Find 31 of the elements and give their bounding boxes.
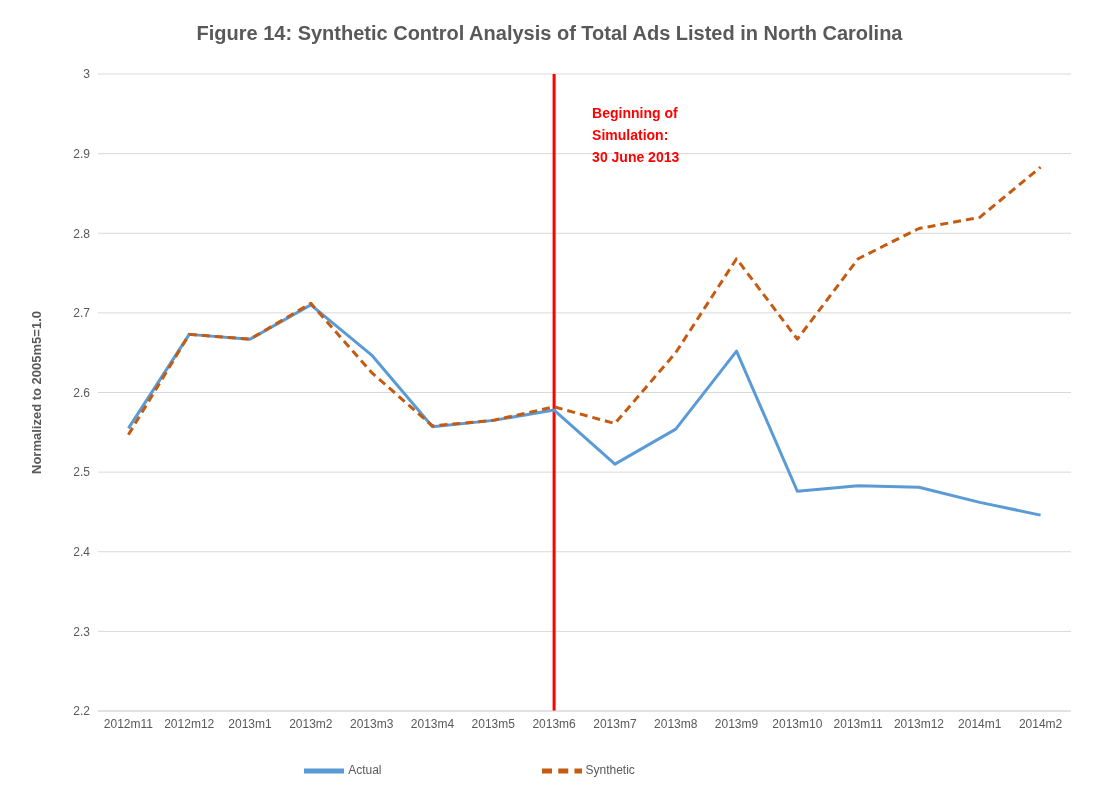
- x-tick-label: 2013m2: [289, 716, 333, 731]
- x-tick-label: 2012m12: [164, 716, 215, 731]
- y-tick-label: 2.7: [73, 306, 91, 321]
- x-tick-label: 2013m10: [772, 716, 823, 731]
- y-tick-label: 2.9: [73, 146, 91, 161]
- y-tick-label: 2.2: [73, 704, 91, 719]
- x-tick-label: 2013m5: [471, 716, 516, 731]
- y-tick-label: 2.8: [73, 226, 91, 241]
- y-tick-label: 2.6: [73, 385, 91, 400]
- x-tick-label: 2013m6: [532, 716, 577, 731]
- x-tick-label: 2013m1: [228, 716, 273, 731]
- x-tick-label: 2014m2: [1018, 716, 1063, 731]
- line-series: [126, 165, 1043, 437]
- x-tick-label: 2013m9: [714, 716, 759, 731]
- x-tick-label: 2013m4: [410, 716, 455, 731]
- y-tick-label: 2.5: [73, 465, 91, 480]
- y-tick-label: 3: [83, 67, 91, 82]
- ref-line-label: Beginning of Simulation: 30 June 2013: [592, 105, 680, 165]
- y-axis-title: Normalized to 2005m5=1.0: [28, 311, 44, 474]
- y-tick-label: 2.4: [73, 545, 91, 560]
- x-tick-label: 2013m11: [833, 716, 884, 731]
- x-tick-label: 2012m11: [103, 716, 154, 731]
- legend-label: Synthetic: [585, 763, 635, 778]
- x-tick-label: 2013m3: [349, 716, 394, 731]
- x-tick-label: 2013m12: [893, 716, 945, 731]
- x-tick-label: 2013m8: [654, 716, 698, 731]
- y-tick-label: 2.3: [73, 624, 91, 639]
- chart-title: Figure 14: Synthetic Control Analysis of Total Ads Listed in North Carolina: [195, 21, 904, 46]
- legend-label: Actual: [348, 763, 382, 778]
- x-tick-label: 2013m7: [593, 716, 637, 731]
- x-tick-label: 2014m1: [958, 716, 1002, 731]
